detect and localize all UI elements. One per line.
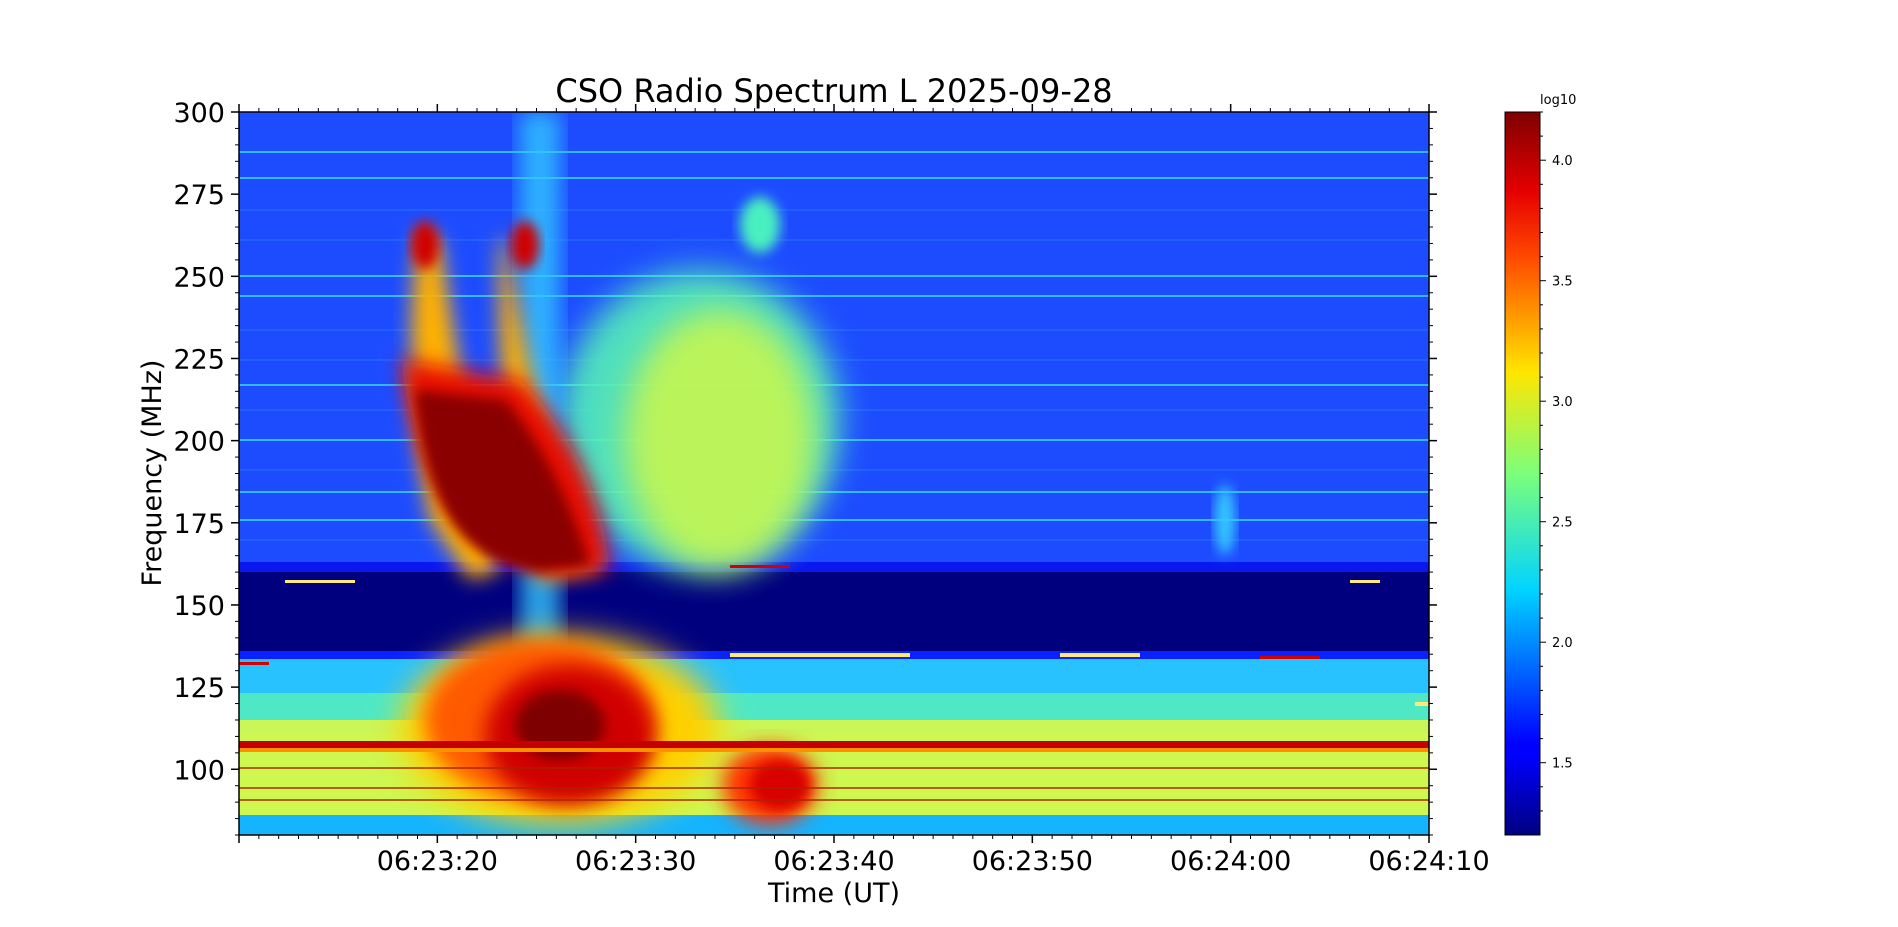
y-tick-label: 175 — [173, 509, 225, 540]
x-tick-label: 06:24:00 — [1170, 846, 1291, 877]
y-axis-label: Frequency (MHz) — [137, 360, 168, 587]
x-tick-label: 06:24:10 — [1368, 846, 1489, 877]
y-tick-label: 200 — [173, 427, 225, 458]
colorbar-tick-label: 4.0 — [1552, 154, 1573, 169]
colorbar-tick-label: 2.0 — [1552, 636, 1573, 651]
x-tick-label: 06:23:20 — [377, 846, 498, 877]
y-tick-label: 100 — [173, 755, 225, 786]
colorbar-ticks: 1.5 2.0 2.5 3.0 3.5 4.0 — [1540, 111, 1573, 812]
y-tick-label: 125 — [173, 673, 225, 704]
burst-upper-core — [415, 390, 590, 572]
y-tick-label: 250 — [173, 262, 225, 293]
colorbar-tick-label: 2.5 — [1552, 516, 1573, 531]
y-axis-ticks: 100 125 150 175 200 225 250 275 300 — [173, 98, 1437, 836]
x-tick-label: 06:23:50 — [972, 846, 1093, 877]
y-tick-label: 225 — [173, 344, 225, 375]
colorbar-tick-label: 3.5 — [1552, 275, 1573, 290]
colorbar-tick-label: 1.5 — [1552, 757, 1573, 772]
x-axis-label: Time (UT) — [767, 878, 900, 909]
x-tick-label: 06:23:30 — [575, 846, 696, 877]
data-gap-band — [239, 570, 1429, 653]
colorbar — [1504, 111, 1541, 836]
y-tick-label: 300 — [173, 98, 225, 129]
x-tick-label: 06:23:40 — [773, 846, 894, 877]
chart-title: CSO Radio Spectrum L 2025-09-28 — [555, 72, 1112, 110]
x-axis-ticks: 06:23:20 06:23:30 06:23:40 06:23:50 06:24:00… — [238, 104, 1490, 877]
y-tick-label: 275 — [173, 180, 225, 211]
y-tick-label: 150 — [173, 591, 225, 622]
colorbar-tick-label: 3.0 — [1552, 395, 1573, 410]
colorbar-label: log10 — [1540, 93, 1576, 108]
rfi-band-110 — [239, 741, 1429, 748]
spectrogram-image — [239, 112, 1429, 835]
